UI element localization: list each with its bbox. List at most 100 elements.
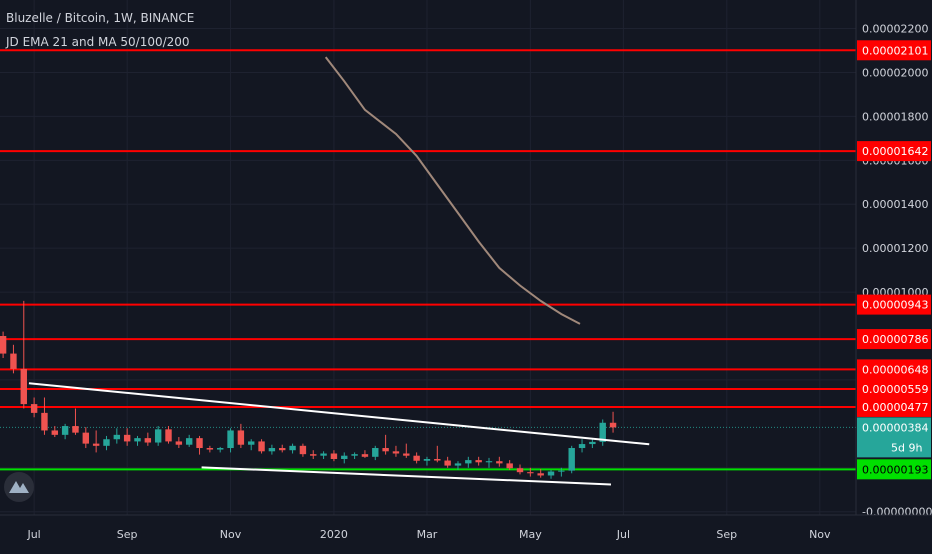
candle bbox=[403, 443, 410, 458]
candle bbox=[185, 434, 193, 447]
candle-body bbox=[516, 468, 524, 473]
countdown-text: 5d 9h bbox=[891, 441, 922, 454]
candle bbox=[434, 445, 441, 463]
candle-body bbox=[216, 448, 224, 450]
candle bbox=[103, 435, 110, 451]
candle-body bbox=[20, 368, 27, 405]
time-tick-label: Jul bbox=[616, 528, 630, 541]
candle-body bbox=[392, 451, 400, 454]
candle bbox=[320, 451, 327, 459]
candle-body bbox=[475, 460, 482, 463]
level-price-label-text: 0.00000943 bbox=[862, 299, 928, 312]
candle-body bbox=[578, 444, 586, 449]
trendline bbox=[201, 466, 612, 486]
level-price-label-text: 0.00000559 bbox=[862, 383, 928, 396]
candle-body bbox=[485, 461, 493, 463]
time-tick-label: Nov bbox=[220, 528, 242, 541]
level-price-label: 0.00000559 bbox=[857, 378, 931, 399]
candle-body bbox=[227, 430, 234, 449]
candle bbox=[568, 445, 575, 474]
candle-body bbox=[0, 336, 7, 354]
logo-icon[interactable] bbox=[4, 472, 34, 502]
candle bbox=[82, 427, 90, 449]
level-price-label: 0.00000786 bbox=[857, 329, 931, 350]
time-tick-label: Sep bbox=[716, 528, 737, 541]
candle-body bbox=[310, 454, 317, 456]
time-tick-label: May bbox=[519, 528, 542, 541]
level-price-label: 0.00000648 bbox=[857, 359, 931, 380]
candle-body bbox=[599, 422, 606, 442]
candle bbox=[123, 428, 131, 446]
candle-body bbox=[103, 439, 110, 446]
candle bbox=[299, 443, 307, 457]
candle bbox=[506, 460, 513, 470]
candle-body bbox=[134, 438, 141, 442]
grid-lines bbox=[0, 0, 856, 515]
level-price-label-bg bbox=[857, 378, 931, 399]
candle bbox=[165, 426, 172, 444]
time-axis[interactable]: Jul Sep Nov 2020 Mar May Jul Sep Nov bbox=[0, 514, 932, 541]
last-price-bg bbox=[857, 417, 931, 458]
candle-body bbox=[92, 443, 100, 446]
candle-body bbox=[444, 460, 451, 466]
candle-body bbox=[144, 438, 152, 443]
chart-title: Bluzelle / Bitcoin, 1W, BINANCE bbox=[6, 11, 195, 25]
level-price-label-bg bbox=[857, 329, 931, 350]
level-price-label-text: 0.00000648 bbox=[862, 363, 928, 376]
candle bbox=[537, 468, 544, 478]
indicator-label[interactable]: JD EMA 21 and MA 50/100/200 bbox=[6, 35, 190, 49]
level-price-label-text: 0.00002101 bbox=[862, 44, 928, 57]
candle bbox=[423, 456, 431, 466]
candle bbox=[382, 434, 389, 455]
level-price-label-bg bbox=[857, 396, 931, 417]
candle bbox=[154, 426, 162, 446]
candle-body bbox=[248, 441, 255, 445]
candle-body bbox=[589, 441, 596, 445]
candle-body bbox=[372, 448, 379, 457]
candle bbox=[361, 450, 369, 458]
candle-body bbox=[341, 455, 348, 459]
price-tick-label: 0.00001200 bbox=[862, 242, 928, 255]
candle-body bbox=[268, 448, 276, 452]
level-price-label-text: 0.00000786 bbox=[862, 333, 928, 346]
level-price-label-bg bbox=[857, 294, 931, 315]
level-price-label: 0.00001642 bbox=[857, 141, 931, 162]
candle-body bbox=[568, 448, 575, 471]
candle-body bbox=[289, 445, 296, 451]
candle bbox=[41, 397, 48, 435]
candle bbox=[589, 439, 596, 449]
candle bbox=[289, 443, 296, 454]
candle bbox=[279, 444, 286, 453]
candle bbox=[227, 428, 234, 453]
candle-body bbox=[527, 472, 534, 474]
level-price-label-bg bbox=[857, 359, 931, 380]
candle bbox=[248, 439, 255, 451]
candle-body bbox=[351, 454, 358, 456]
candle bbox=[475, 456, 482, 466]
price-tick-label: 0.00002200 bbox=[862, 23, 928, 36]
candle bbox=[454, 461, 462, 470]
candle bbox=[72, 408, 79, 435]
level-price-label-text: 0.00001642 bbox=[862, 145, 928, 158]
level-price-label: 0.00000193 bbox=[857, 459, 931, 480]
candle-body bbox=[196, 438, 203, 449]
candle-body bbox=[496, 461, 503, 464]
level-price-label: 0.00002101 bbox=[857, 40, 931, 61]
moving-average bbox=[324, 56, 581, 325]
candle bbox=[216, 446, 224, 453]
last-price-tag: 0.00000384 5d 9h bbox=[857, 417, 931, 458]
candle-body bbox=[547, 471, 555, 476]
candle-body bbox=[185, 438, 193, 445]
candle-body bbox=[237, 430, 245, 445]
candle-body bbox=[454, 463, 462, 466]
candle bbox=[444, 456, 451, 468]
price-tick-label: 0.00002000 bbox=[862, 66, 928, 79]
candle bbox=[0, 331, 7, 358]
candle bbox=[392, 445, 400, 457]
candle bbox=[558, 467, 565, 477]
candle bbox=[527, 467, 534, 477]
candle bbox=[206, 445, 214, 453]
candlestick-series bbox=[0, 300, 617, 479]
